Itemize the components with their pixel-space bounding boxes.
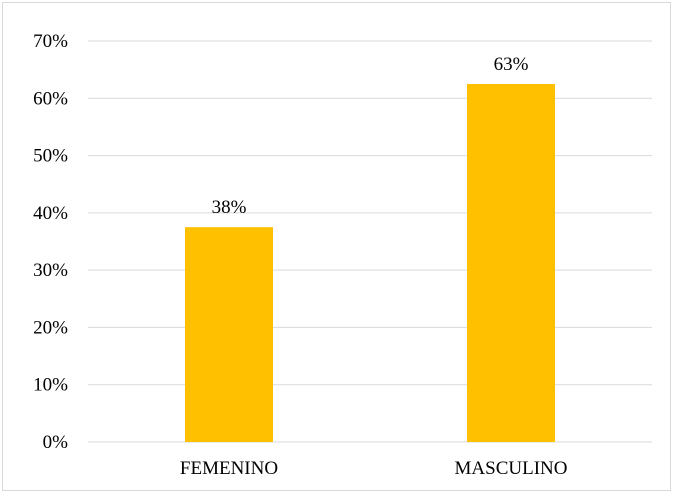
- y-tick-label: 70%: [33, 31, 68, 52]
- data-label-femenino: 38%: [212, 197, 247, 218]
- y-tick-label: 40%: [33, 203, 68, 224]
- gridlines: [88, 40, 652, 443]
- y-tick-label: 60%: [33, 88, 68, 109]
- y-tick-label: 50%: [33, 146, 68, 167]
- y-axis-tick-labels: 0% 10% 20% 30% 40% 50% 60% 70%: [33, 31, 68, 453]
- x-category-label-masculino: MASCULINO: [455, 458, 568, 479]
- y-tick-label: 0%: [43, 432, 69, 453]
- bar-femenino: [185, 227, 273, 442]
- data-label-masculino: 63%: [494, 54, 529, 75]
- x-axis-category-labels: FEMENINO MASCULINO: [180, 458, 568, 479]
- y-tick-label: 10%: [33, 375, 68, 396]
- bar-masculino: [467, 83, 555, 442]
- y-tick-label: 20%: [33, 317, 68, 338]
- x-category-label-femenino: FEMENINO: [180, 458, 278, 479]
- y-tick-label: 30%: [33, 260, 68, 281]
- data-labels: 38% 63%: [212, 54, 529, 218]
- bars: [185, 83, 555, 442]
